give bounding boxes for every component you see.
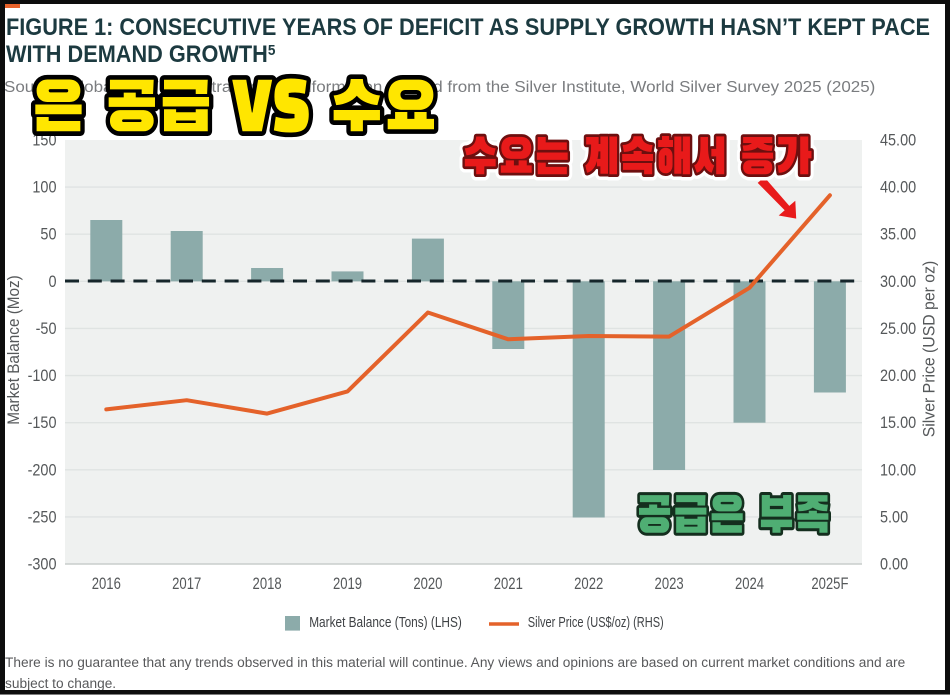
svg-text:2017: 2017 [172, 574, 201, 593]
svg-text:2018: 2018 [253, 574, 282, 593]
svg-text:5.00: 5.00 [880, 508, 908, 526]
svg-text:40.00: 40.00 [880, 179, 916, 197]
svg-text:30.00: 30.00 [880, 273, 916, 291]
svg-text:45.00: 45.00 [880, 131, 916, 149]
svg-text:2021: 2021 [494, 574, 523, 593]
svg-text:100: 100 [32, 179, 56, 197]
svg-text:0: 0 [48, 273, 56, 291]
svg-text:Market Balance (Moz): Market Balance (Moz) [4, 275, 23, 425]
svg-text:50: 50 [40, 226, 56, 244]
svg-text:-200: -200 [28, 461, 57, 479]
svg-text:2016: 2016 [92, 574, 121, 593]
svg-text:Silver Price (US$/oz) (RHS): Silver Price (US$/oz) (RHS) [528, 614, 664, 631]
svg-text:Market Balance (Tons) (LHS): Market Balance (Tons) (LHS) [309, 614, 462, 631]
svg-text:-250: -250 [28, 508, 57, 526]
svg-text:-50: -50 [36, 320, 57, 338]
svg-text:150: 150 [32, 131, 56, 149]
svg-text:-300: -300 [28, 555, 57, 573]
svg-text:35.00: 35.00 [880, 226, 916, 244]
svg-text:2024: 2024 [735, 574, 764, 593]
svg-text:2023: 2023 [655, 574, 684, 593]
svg-text:-150: -150 [28, 414, 57, 432]
svg-text:2020: 2020 [413, 574, 442, 593]
svg-text:0.00: 0.00 [880, 555, 908, 573]
svg-text:2019: 2019 [333, 574, 362, 593]
svg-text:2025F: 2025F [811, 574, 848, 593]
svg-text:15.00: 15.00 [880, 414, 916, 432]
svg-text:20.00: 20.00 [880, 367, 916, 385]
svg-text:25.00: 25.00 [880, 320, 916, 338]
svg-text:-100: -100 [28, 367, 57, 385]
svg-text:2022: 2022 [574, 574, 603, 593]
svg-text:Silver Price (USD per oz): Silver Price (USD per oz) [920, 261, 939, 437]
svg-text:10.00: 10.00 [880, 461, 916, 479]
